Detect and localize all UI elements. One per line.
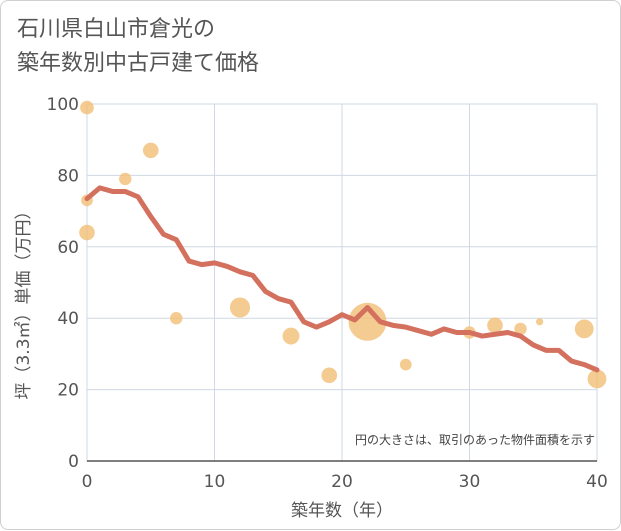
bubble-point	[321, 367, 338, 384]
bubble-point	[170, 312, 183, 325]
bubble-point	[80, 100, 94, 115]
bubble-point	[282, 327, 300, 345]
y-tick-label: 40	[57, 309, 79, 329]
y-axis-label: 坪（3.3㎡）単価（万円）	[14, 202, 34, 399]
x-tick-labels: 0 10 20 30 40	[82, 472, 608, 492]
x-tick-label: 10	[204, 472, 226, 492]
bubble-point	[119, 172, 132, 186]
bubble-point	[535, 318, 544, 326]
trend-line	[84, 185, 600, 373]
y-tick-label: 80	[57, 166, 79, 186]
bubble-point	[514, 322, 527, 336]
grid-lines	[87, 104, 597, 461]
y-tick-labels: 0 20 40 60 80 100	[47, 95, 79, 472]
chart-title-line1: 石川県白山市倉光の	[17, 17, 216, 42]
x-tick-label: 40	[586, 472, 608, 492]
bubble-point	[348, 302, 387, 341]
bubble-point	[587, 369, 607, 389]
bubble-point	[229, 297, 251, 318]
chart-title: 石川県白山市倉光の 築年数別中古戸建て価格	[17, 13, 259, 81]
y-tick-label: 20	[57, 381, 79, 401]
size-legend-note: 円の大きさは、取引のあった物件面積を示す	[355, 432, 595, 447]
bubble-series	[79, 100, 607, 389]
y-tick-label: 100	[47, 95, 79, 115]
y-tick-label: 0	[68, 452, 79, 472]
bubble-point	[399, 358, 412, 371]
bubble-point	[574, 319, 594, 339]
y-tick-label: 60	[57, 238, 79, 258]
x-axis-label: 築年数（年）	[291, 501, 393, 521]
bubble-point	[79, 224, 95, 241]
x-tick-label: 30	[459, 472, 481, 492]
bubble-point	[487, 317, 503, 334]
x-tick-label: 0	[82, 472, 93, 492]
bubble-point	[142, 142, 159, 159]
chart-title-line2: 築年数別中古戸建て価格	[17, 51, 260, 76]
x-tick-label: 20	[331, 472, 353, 492]
